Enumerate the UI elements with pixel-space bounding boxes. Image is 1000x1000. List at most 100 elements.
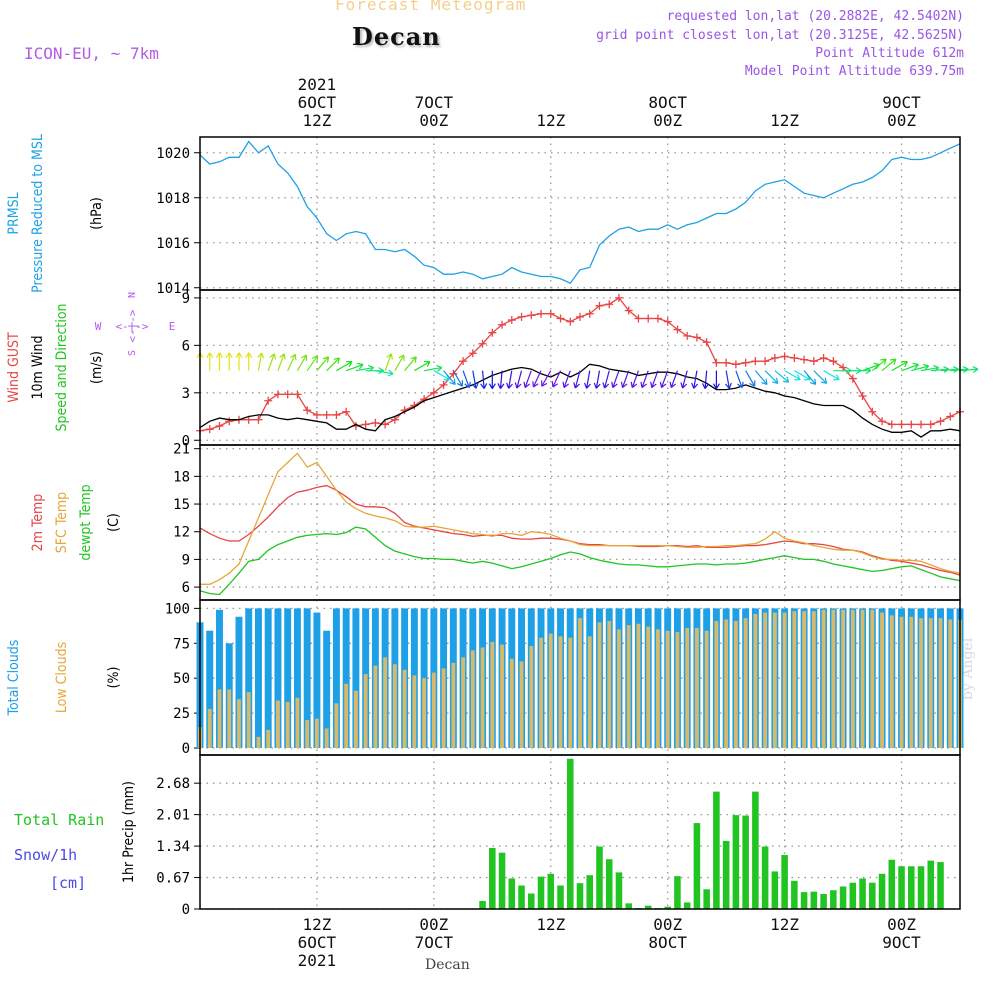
gust-marker	[644, 314, 653, 323]
rain-bar	[518, 885, 525, 909]
compass-e: E	[169, 320, 176, 333]
y-tick-label: 9	[182, 291, 190, 307]
low-cloud-bar	[928, 618, 933, 749]
low-cloud-bar	[227, 689, 232, 749]
low-cloud-bar	[782, 612, 787, 749]
gust-marker	[634, 314, 643, 323]
total-cloud-bar	[342, 608, 350, 749]
y-tick-label: 12	[173, 525, 190, 541]
y-tick-label: 1.34	[156, 839, 190, 855]
low-cloud-bar	[568, 637, 573, 749]
low-cloud-bar	[402, 669, 407, 749]
gust-marker	[303, 406, 312, 415]
y-tick-label: 1020	[156, 146, 190, 162]
low-cloud-bar	[665, 630, 670, 749]
gust-marker	[576, 312, 584, 321]
panel-pressure: 1014 1016 1018 1020 PRMSL Pressure Reduced to…	[6, 134, 961, 297]
rain-bar	[937, 862, 944, 909]
10m-wind-line	[199, 363, 961, 438]
gust-marker	[381, 420, 390, 429]
wind-arrow	[394, 354, 405, 371]
wind-arrow	[326, 357, 340, 372]
top-time-label: 8OCT	[648, 93, 687, 112]
low-cloud-bar	[733, 620, 738, 749]
panel-frame	[199, 754, 961, 910]
y-tick-label: 3	[182, 386, 190, 402]
rain-bar	[830, 890, 837, 909]
point-altitude: Point Altitude 612m	[815, 46, 964, 61]
compass-s: S	[127, 350, 138, 356]
y-tick-label: 6	[182, 338, 190, 354]
gust-marker	[420, 395, 429, 404]
bottom-time-label: 8OCT	[648, 933, 687, 952]
gust-marker	[819, 354, 828, 363]
gridpoint-coords: grid point closest lon,lat (20.3125E, 42…	[596, 28, 964, 43]
bottom-time-label: 12Z	[302, 915, 331, 934]
wind-arrow	[650, 370, 659, 389]
wind-arrow	[497, 370, 505, 389]
panel-temp: 6 9 12 15 18 21 2m Temp SFC Temp dewpt Temp (C)	[30, 442, 961, 601]
low-cloud-bar	[724, 619, 729, 749]
low-cloud-bar	[870, 609, 875, 749]
wind-arrow	[620, 370, 630, 389]
low-cloud-bar	[441, 668, 446, 749]
compass-w: W	[95, 320, 102, 333]
wind-arrow	[725, 370, 732, 389]
gust-marker	[371, 418, 380, 427]
rain-bar	[537, 876, 545, 909]
y-tick-label: 1014	[156, 281, 190, 297]
wind-arrow	[532, 370, 542, 388]
rain-bar	[820, 893, 827, 909]
low-cloud-bar	[480, 647, 485, 749]
low-cloud-bar	[461, 657, 466, 749]
total-cloud-bar	[313, 612, 321, 749]
gust-marker	[595, 301, 604, 310]
gust-marker	[215, 422, 224, 431]
total-cloud-bar	[264, 608, 272, 749]
gust-marker	[322, 410, 331, 419]
2m-temp-line	[199, 484, 961, 576]
total-cloud-bar	[284, 608, 292, 749]
wind-arrow	[602, 370, 610, 389]
total-cloud-bar	[352, 608, 360, 749]
gust-marker	[653, 314, 662, 323]
gust-marker	[731, 360, 740, 369]
gust-marker	[312, 410, 321, 419]
gust-marker	[692, 333, 701, 342]
gust-marker	[926, 420, 935, 429]
rain-bar	[888, 859, 896, 909]
wind-arrow	[384, 353, 393, 371]
low-cloud-bar	[656, 629, 660, 749]
total-cloud-bar	[235, 616, 243, 749]
rain-bar	[761, 846, 769, 909]
axis-label-1hr-precip-mm-: 1hr Precip (mm)	[121, 781, 137, 883]
gust-marker	[761, 357, 770, 366]
rain-bar	[596, 846, 603, 909]
low-cloud-bar	[334, 703, 339, 749]
wind-arrow	[680, 370, 688, 389]
low-cloud-bar	[305, 720, 310, 749]
wind-arrow	[735, 370, 744, 389]
axis-label-prmsl: PRMSL	[6, 192, 22, 234]
panel-precip: 0 0.67 1.34 2.01 2.68 1hr Precip (mm) Total Ra…	[14, 754, 961, 918]
total-cloud-bar	[332, 608, 340, 749]
low-cloud-bar	[811, 611, 816, 749]
low-cloud-bar	[607, 620, 612, 749]
wind-arrow	[891, 360, 908, 372]
low-cloud-bar	[363, 674, 368, 749]
gust-marker	[936, 417, 945, 426]
gust-marker	[488, 328, 497, 337]
wind-arrow	[813, 370, 828, 384]
gust-marker	[897, 420, 906, 429]
sfc-temp-line	[200, 452, 961, 585]
y-tick-label: 1018	[156, 191, 190, 207]
low-cloud-bar	[850, 609, 855, 749]
wind-arrow	[669, 370, 678, 389]
bottom-time-label: 12Z	[536, 915, 565, 934]
rain-bar	[547, 873, 555, 909]
gust-marker	[605, 300, 614, 309]
low-cloud-bar	[451, 662, 456, 749]
axis-label-10m-wind: 10m Wind	[30, 336, 46, 400]
wind-arrow	[702, 370, 710, 389]
y-tick-label: 100	[165, 601, 190, 617]
